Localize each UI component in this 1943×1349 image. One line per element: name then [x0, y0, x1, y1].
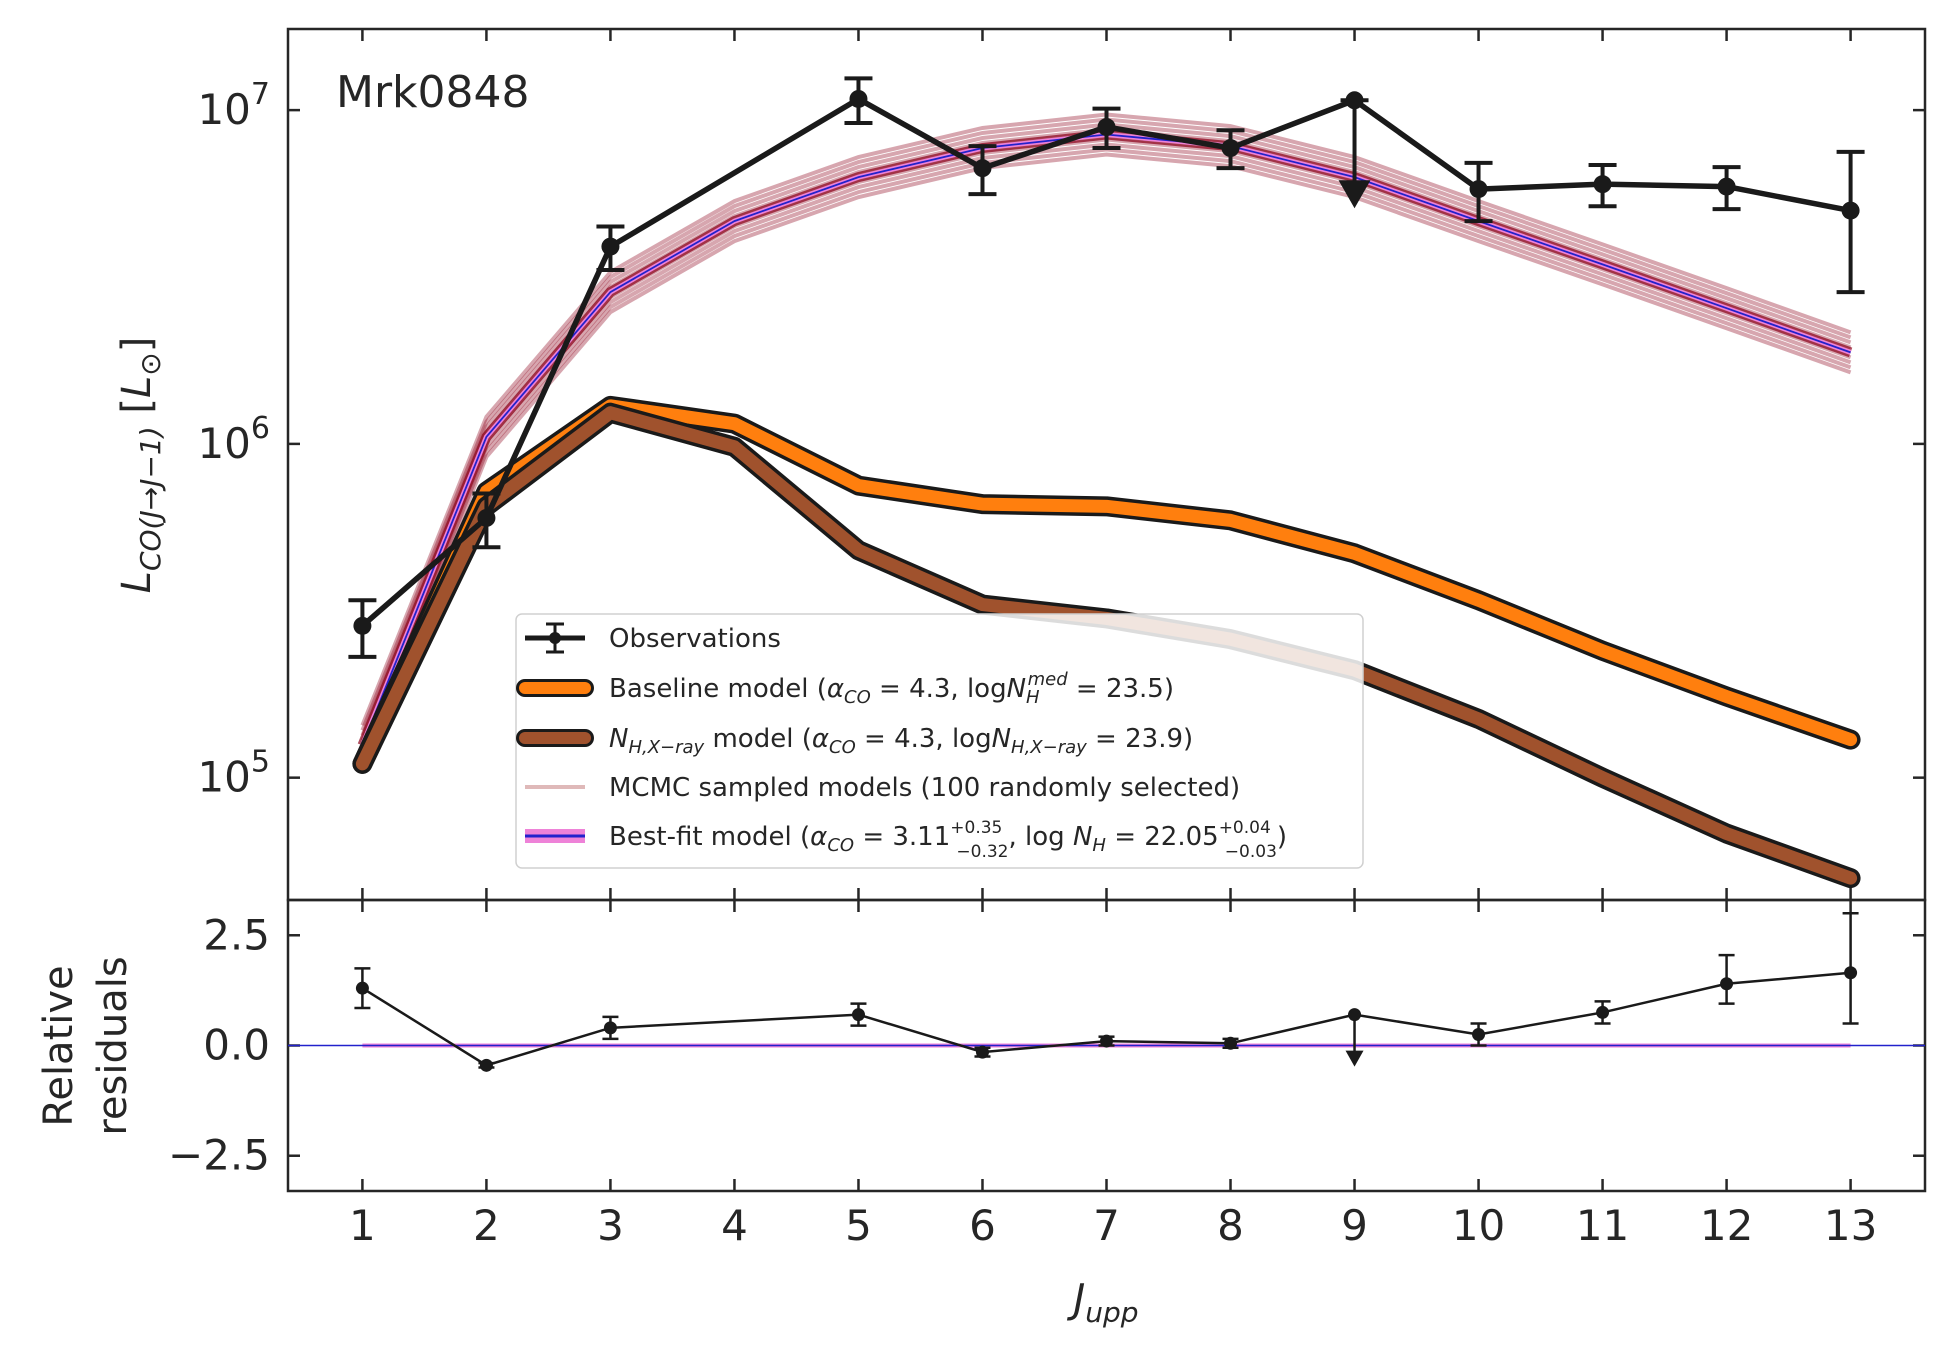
x-tick-label: 1: [349, 1201, 376, 1250]
residual-point: [603, 1021, 617, 1035]
x-tick-label: 6: [969, 1201, 996, 1250]
residual-point: [1472, 1027, 1486, 1041]
observation-point: [1097, 118, 1116, 137]
legend-box: [515, 613, 1364, 869]
x-tick-label: 10: [1452, 1201, 1505, 1250]
legend-entry-baseline: Baseline model (αCO = 4.3, logNHmed = 23…: [516, 669, 1174, 708]
x-tick-label: 12: [1700, 1201, 1753, 1250]
residuals-line: [361, 971, 1851, 1067]
legend-label-bestfit: Best-fit model (αCO = 3.11+0.35 −0.32, lo…: [609, 818, 1287, 862]
x-tick-label: 2: [473, 1201, 500, 1250]
upper-limit-arrow: [1338, 180, 1371, 209]
main-y-tick-label: 105: [197, 745, 270, 802]
mcmc-sample-line: [360, 152, 1852, 767]
residual-point: [479, 1058, 493, 1072]
x-tick-label: 8: [1217, 1201, 1244, 1250]
main-y-tick-label: 106: [197, 411, 270, 468]
observation-point: [1841, 201, 1860, 220]
x-tick-label: 7: [1093, 1201, 1120, 1250]
residual-upper-limit-arrow: [1345, 1050, 1364, 1067]
galaxy-name-annotation: Mrk0848: [336, 67, 530, 118]
x-tick-label: 5: [845, 1201, 872, 1250]
residual-point: [1844, 966, 1858, 980]
observation-point: [601, 237, 620, 256]
legend-label-xray: NH,X−ray model (αCO = 4.3, logNH,X−ray =…: [609, 724, 1193, 758]
observation-point: [849, 89, 868, 108]
legend: Observations Baseline model (αCO = 4.3, …: [515, 613, 1364, 869]
residual-point: [355, 981, 369, 995]
residuals-y-tick-label: 0.0: [203, 1021, 270, 1070]
legend-entry-observations: Observations: [525, 622, 781, 654]
residual-point: [1348, 1008, 1362, 1022]
legend-entry-xray: NH,X−ray model (αCO = 4.3, logNH,X−ray =…: [516, 724, 1193, 758]
observations-series: [348, 76, 1865, 659]
x-tick-label: 9: [1341, 1201, 1368, 1250]
residual-point: [1596, 1005, 1610, 1019]
main-y-axis-label: LCO(J→J−1) [L⊙]: [114, 337, 167, 594]
observation-point: [1221, 139, 1240, 158]
residuals-y-tick-label: 2.5: [203, 910, 270, 959]
residuals-series: [288, 911, 1925, 1072]
legend-label-mcmc: MCMC sampled models (100 randomly select…: [609, 773, 1240, 803]
observation-point: [1593, 175, 1612, 194]
x-tick-label: 13: [1824, 1201, 1877, 1250]
observation-point: [1469, 180, 1488, 199]
residual-point: [975, 1045, 989, 1059]
legend-label-baseline: Baseline model (αCO = 4.3, logNHmed = 23…: [609, 669, 1174, 708]
residuals-y-axis-label-line1: Relative: [36, 965, 82, 1126]
residuals-panel: 2.50.0−2.5 1 2 3 4 5 6 7 8 9 10 11 12 13 Relative re…: [36, 898, 1927, 1329]
x-tick-label: 4: [721, 1201, 748, 1250]
residuals-y-tick-labels: 2.5 0.0 −2.5: [168, 910, 270, 1179]
legend-entry-mcmc: MCMC sampled models (100 randomly select…: [525, 773, 1240, 803]
main-y-tick-labels: 105 106 107: [197, 77, 270, 802]
residual-point: [1720, 977, 1734, 991]
residuals-y-axis-label-line2: residuals: [90, 956, 136, 1135]
legend-label-observations: Observations: [609, 624, 781, 654]
legend-entry-bestfit: Best-fit model (αCO = 3.11+0.35 −0.32, lo…: [525, 818, 1287, 862]
observation-point: [1345, 91, 1364, 110]
legend-swatch-marker: [549, 632, 561, 644]
residual-point: [1224, 1036, 1238, 1050]
residuals-y-tick-label: −2.5: [168, 1131, 270, 1180]
observation-point: [1717, 177, 1736, 196]
x-tick-label: 3: [597, 1201, 624, 1250]
main-ticks: [288, 29, 1925, 900]
observation-point: [477, 508, 496, 527]
residual-point: [851, 1008, 865, 1022]
main-y-tick-label: 107: [197, 77, 270, 134]
residual-point: [1100, 1034, 1113, 1048]
observation-point: [353, 616, 372, 635]
main-panel: 105 106 107 Mrk0848 Observations Baseline …: [114, 27, 1927, 902]
x-tick-label: 11: [1576, 1201, 1629, 1250]
observations-line: [360, 96, 1852, 628]
x-tick-labels: 1 2 3 4 5 6 7 8 9 10 11 12 13: [349, 1201, 1877, 1250]
observation-point: [973, 159, 992, 178]
